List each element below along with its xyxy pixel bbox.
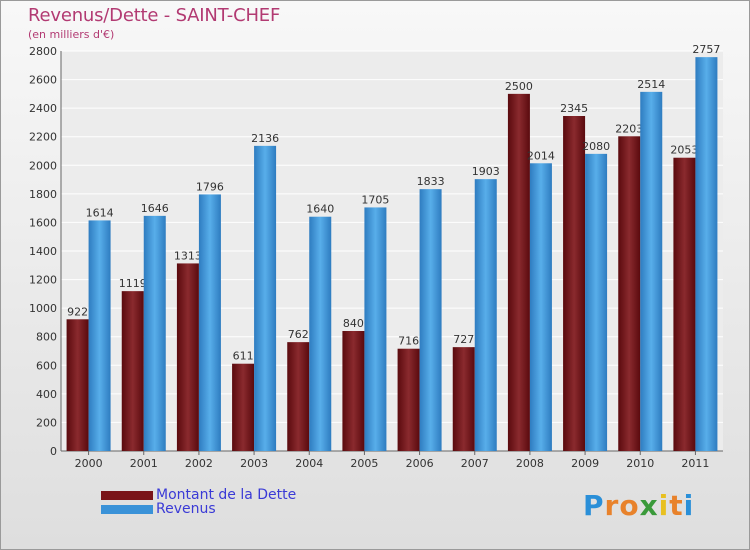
data-label-revenus: 1614 <box>86 206 114 219</box>
data-label-dette: 762 <box>288 328 309 341</box>
bar-revenus <box>88 220 111 451</box>
bar-revenus <box>585 153 608 451</box>
data-label-dette: 840 <box>343 317 364 330</box>
data-label-revenus: 2136 <box>251 132 279 145</box>
y-tick-label: 1800 <box>29 188 57 201</box>
bar-revenus <box>474 179 497 451</box>
bar-revenus <box>529 163 552 452</box>
data-label-revenus: 2757 <box>692 43 720 56</box>
y-tick-label: 800 <box>36 331 57 344</box>
data-label-revenus: 1705 <box>361 193 389 206</box>
bar-dette <box>397 348 420 451</box>
data-label-dette: 716 <box>398 335 419 348</box>
legend-label-dette: Montant de la Dette <box>156 487 297 503</box>
data-label-dette: 2500 <box>505 80 533 93</box>
legend-item-revenus: Revenus <box>101 501 216 517</box>
x-tick-label: 2010 <box>626 457 654 470</box>
data-label-dette: 727 <box>453 333 474 346</box>
data-label-dette: 2345 <box>560 102 588 115</box>
bar-revenus <box>198 194 221 451</box>
logo-letter: o <box>619 489 640 522</box>
data-label-dette: 2203 <box>615 122 643 135</box>
bar-revenus <box>419 189 442 451</box>
data-label-revenus: 1796 <box>196 180 224 193</box>
data-label-dette: 1313 <box>174 249 202 262</box>
data-label-revenus: 2514 <box>637 78 665 91</box>
bar-revenus <box>143 215 166 451</box>
y-tick-label: 600 <box>36 359 57 372</box>
bar-revenus <box>364 207 387 451</box>
logo-letter: r <box>604 489 620 522</box>
data-label-dette: 1119 <box>119 277 147 290</box>
data-label-revenus: 2014 <box>527 149 555 162</box>
y-tick-label: 200 <box>36 416 57 429</box>
y-tick-label: 2600 <box>29 74 57 87</box>
y-tick-label: 2200 <box>29 131 57 144</box>
data-label-revenus: 1640 <box>306 203 334 216</box>
bar-revenus <box>695 57 718 452</box>
data-label-revenus: 2080 <box>582 140 610 153</box>
logo-letter: t <box>669 489 684 522</box>
x-tick-label: 2002 <box>185 457 213 470</box>
y-tick-label: 1600 <box>29 216 57 229</box>
logo-letter: x <box>639 489 659 522</box>
x-tick-label: 2003 <box>240 457 268 470</box>
legend-swatch-dette <box>101 490 153 500</box>
logo-letter: P <box>583 489 605 522</box>
y-tick-label: 1200 <box>29 274 57 287</box>
data-label-dette: 922 <box>67 305 88 318</box>
x-tick-label: 2001 <box>130 457 158 470</box>
bar-dette <box>507 93 530 451</box>
bar-dette <box>452 347 475 451</box>
bar-revenus <box>640 91 663 451</box>
y-tick-label: 400 <box>36 388 57 401</box>
bar-dette <box>66 319 89 451</box>
x-tick-label: 2008 <box>516 457 544 470</box>
x-tick-label: 2007 <box>461 457 489 470</box>
bar-dette <box>232 363 255 451</box>
data-label-dette: 2053 <box>670 144 698 157</box>
y-tick-label: 2800 <box>29 45 57 58</box>
logo-letter: i <box>658 489 670 522</box>
data-label-revenus: 1903 <box>472 165 500 178</box>
x-tick-label: 2009 <box>571 457 599 470</box>
x-tick-label: 2004 <box>295 457 323 470</box>
chart-title: Revenus/Dette - SAINT-CHEF <box>28 5 281 26</box>
bar-dette <box>287 342 310 451</box>
x-tick-label: 2000 <box>75 457 103 470</box>
data-label-dette: 611 <box>233 350 254 363</box>
bar-revenus <box>309 216 332 451</box>
y-tick-label: 0 <box>50 445 57 458</box>
bar-dette <box>342 331 365 451</box>
x-tick-label: 2005 <box>350 457 378 470</box>
data-label-revenus: 1833 <box>417 175 445 188</box>
y-tick-label: 2000 <box>29 159 57 172</box>
x-tick-label: 2011 <box>681 457 709 470</box>
legend-swatch-revenus <box>101 504 153 514</box>
y-tick-label: 1000 <box>29 302 57 315</box>
data-label-revenus: 1646 <box>141 202 169 215</box>
bar-dette <box>673 157 696 451</box>
y-tick-label: 1400 <box>29 245 57 258</box>
legend-item-dette: Montant de la Dette <box>101 487 297 503</box>
x-tick-label: 2006 <box>406 457 434 470</box>
chart-subtitle: (en milliers d'€) <box>28 28 115 41</box>
bar-dette <box>176 263 199 451</box>
logo-letter: i <box>683 489 695 522</box>
legend-label-revenus: Revenus <box>156 501 216 517</box>
bar-dette <box>563 116 586 451</box>
y-tick-label: 2400 <box>29 102 57 115</box>
bar-revenus <box>254 145 277 451</box>
bar-dette <box>618 136 641 452</box>
bar-dette <box>121 291 144 451</box>
proxiti-logo: Proxiti <box>583 489 694 522</box>
